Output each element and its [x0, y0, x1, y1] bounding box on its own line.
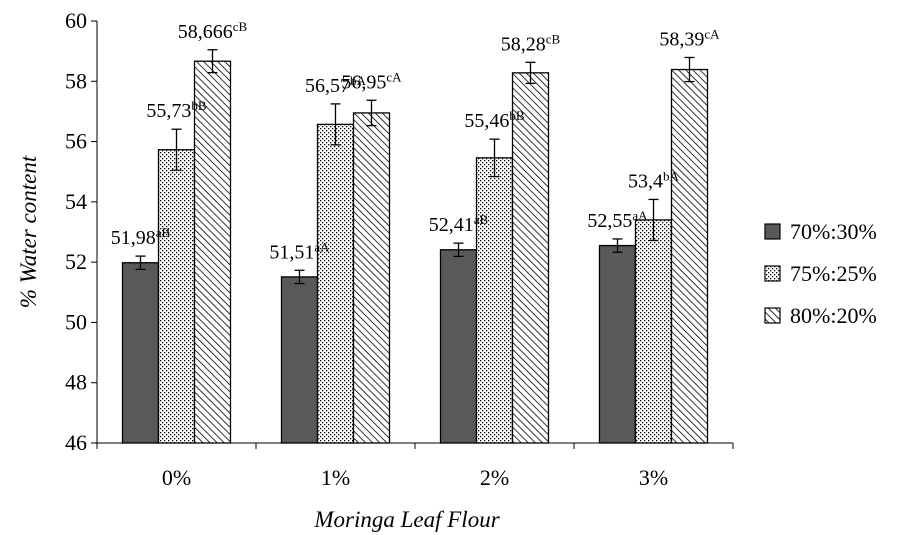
x-tick-label: 3% — [639, 465, 668, 490]
bar-80%:20%-3% — [670, 68, 709, 444]
data-label-value: 53,4 — [628, 170, 663, 192]
data-label-letters: bA — [663, 168, 680, 183]
data-label-letters: cB — [233, 19, 248, 34]
legend-label: 75%:25% — [790, 261, 877, 286]
data-label-value: 51,51 — [269, 241, 314, 263]
data-label-value: 55,73 — [146, 100, 191, 122]
y-tick-label: 56 — [65, 129, 87, 154]
x-tick-label: 0% — [162, 465, 191, 490]
y-tick-label: 50 — [65, 309, 87, 334]
bar-75%:25%-2% — [475, 157, 514, 444]
legend: 70%:30% 75%:25% 80%:20% — [764, 219, 877, 328]
data-label-letters: aA — [632, 208, 648, 223]
y-tick-label: 52 — [65, 249, 87, 274]
bar-80%:20%-2% — [511, 72, 550, 444]
data-label-letters: aB — [156, 225, 171, 240]
bar-70%:30%-3% — [598, 244, 637, 444]
data-label-value: 58,666 — [178, 21, 233, 43]
data-label-letters: bA — [350, 73, 367, 88]
bar-70%:30%-1% — [280, 276, 319, 444]
data-label: 55,46bB — [464, 108, 525, 132]
data-label: 58,39cA — [659, 26, 720, 50]
y-tick-label: 48 — [65, 370, 87, 395]
data-label-value: 56,57 — [305, 75, 350, 97]
error-bars — [135, 49, 695, 285]
data-label-value: 56,95 — [341, 71, 386, 93]
data-label: 58,28cB — [501, 31, 561, 55]
y-axis-title: % Water content — [16, 155, 41, 308]
data-label: 55,73bB — [146, 98, 207, 122]
x-tick-label: 1% — [321, 465, 350, 490]
data-label-value: 52,55 — [587, 210, 632, 232]
data-label: 51,98aB — [111, 225, 171, 249]
data-label-letters: aB — [474, 212, 489, 227]
data-label-value: 55,46 — [464, 110, 509, 132]
data-label-value: 58,28 — [501, 33, 546, 55]
legend-swatch — [764, 307, 781, 324]
legend-label: 80%:20% — [790, 303, 877, 328]
data-label: 58,666cB — [178, 19, 248, 43]
bar-75%:25%-3% — [634, 219, 673, 444]
legend-swatch — [764, 265, 781, 282]
data-label: 52,41aB — [429, 212, 489, 236]
bar-70%:30%-2% — [439, 249, 478, 444]
x-axis-title: Moringa Leaf Flour — [313, 507, 500, 532]
data-label: 53,4bA — [628, 168, 680, 192]
x-tick-label: 2% — [480, 465, 509, 490]
bar-75%:25%-1% — [316, 123, 355, 444]
data-label-letters: bB — [191, 98, 207, 113]
y-tick-label: 46 — [65, 430, 87, 455]
data-label-letters: aA — [314, 239, 330, 254]
data-label-value: 51,98 — [111, 227, 156, 249]
data-label-letters: cA — [386, 69, 402, 84]
data-label-value: 58,39 — [659, 28, 704, 50]
data-label: 51,51aA — [269, 239, 330, 263]
bar-75%:25%-0% — [157, 149, 196, 444]
legend-label: 70%:30% — [790, 219, 877, 244]
data-label-letters: bB — [509, 108, 525, 123]
data-label-letters: cB — [546, 31, 561, 46]
y-tick-label: 60 — [65, 8, 87, 33]
axes: 46 48 50 52 54 56 58 60 0% 1% 2% 3% — [65, 8, 734, 490]
legend-swatch — [764, 223, 781, 240]
data-label: 56,95cA — [341, 69, 402, 93]
data-label-letters: cA — [704, 26, 720, 41]
data-label: 56,57bA — [305, 73, 367, 97]
data-label: 52,55aA — [587, 208, 648, 232]
y-tick-label: 58 — [65, 68, 87, 93]
y-tick-label: 54 — [65, 189, 87, 214]
bar-80%:20%-0% — [193, 60, 232, 444]
data-label-value: 52,41 — [429, 214, 474, 236]
bar-80%:20%-1% — [352, 112, 391, 444]
bar-70%:30%-0% — [121, 262, 160, 444]
